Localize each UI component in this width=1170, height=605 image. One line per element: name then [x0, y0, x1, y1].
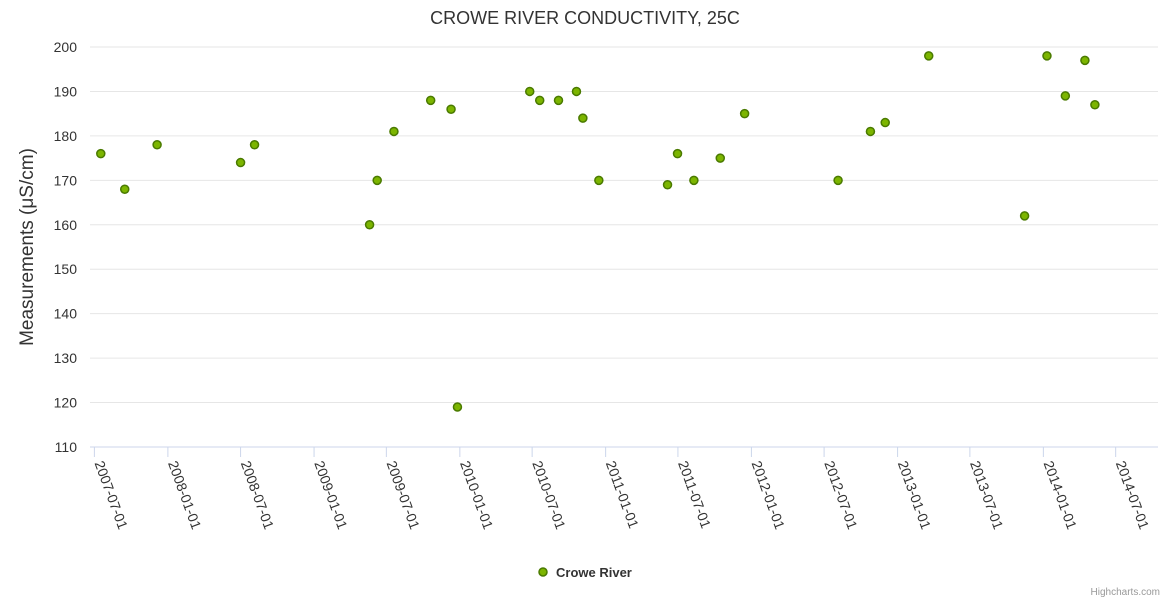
data-point-0-4: [249, 140, 260, 150]
data-point-0-28: [1060, 91, 1071, 101]
data-point-0-15: [578, 113, 588, 123]
x-tick-label-2014-07-01: 2014-07-01: [1113, 459, 1153, 532]
data-point-0-19: [689, 175, 699, 186]
x-tick-label-2011-01-01: 2011-01-01: [603, 459, 642, 531]
data-point-0-29: [1080, 55, 1090, 66]
data-points: [96, 51, 1100, 412]
data-point-0-12: [534, 95, 545, 106]
data-point-0-22: [833, 175, 843, 186]
x-tick-label-2014-01-01: 2014-01-01: [1041, 459, 1081, 532]
x-tick-label-2009-07-01: 2009-07-01: [384, 459, 424, 532]
data-point-0-11: [524, 86, 535, 97]
data-point-0-25: [923, 51, 934, 61]
x-tick-label-2009-01-01: 2009-01-01: [311, 459, 351, 532]
data-point-0-0: [96, 148, 106, 159]
x-tick-label-2008-07-01: 2008-07-01: [238, 459, 278, 532]
chart-title: CROWE RIVER CONDUCTIVITY, 25C: [430, 8, 740, 28]
data-point-0-20: [715, 153, 726, 163]
x-tick-label-2013-07-01: 2013-07-01: [967, 459, 1007, 532]
data-point-0-17: [662, 180, 673, 190]
y-tick-label-150: 150: [54, 261, 78, 277]
data-point-0-26: [1019, 211, 1030, 221]
data-point-0-5: [364, 220, 375, 230]
credits-link[interactable]: Highcharts.com: [1091, 587, 1160, 598]
data-point-0-8: [425, 95, 436, 106]
data-point-0-21: [739, 108, 750, 119]
data-point-0-13: [553, 95, 564, 106]
x-tick-label-2008-01-01: 2008-01-01: [165, 459, 205, 532]
x-axis: 2007-07-01 2008-01-01 2008-07-01 2009-01-01…: [92, 447, 1153, 532]
gridlines: [90, 46, 1158, 448]
y-tick-label-160: 160: [54, 217, 78, 233]
data-point-0-2: [152, 140, 162, 150]
x-tick-label-2012-07-01: 2012-07-01: [821, 459, 861, 532]
y-tick-label-180: 180: [54, 128, 78, 144]
legend-label-crowe-river[interactable]: Crowe River: [556, 565, 632, 580]
x-tick-label-2007-07-01: 2007-07-01: [92, 459, 132, 532]
y-axis-ticks: 110 120 130 140 150 160 170 180 190 200: [54, 39, 78, 455]
x-tick-label-2010-07-01: 2010-07-01: [529, 459, 569, 532]
data-point-0-18: [672, 148, 683, 159]
legend[interactable]: Crowe River: [538, 565, 632, 580]
x-tick-label-2010-01-01: 2010-01-01: [457, 459, 497, 532]
data-point-0-3: [235, 157, 246, 168]
data-point-0-10: [452, 402, 463, 412]
x-tick-label-2011-07-01: 2011-07-01: [675, 459, 714, 531]
y-tick-label-120: 120: [54, 395, 78, 411]
legend-marker: [538, 567, 548, 577]
x-tick-label-2013-01-01: 2013-01-01: [895, 459, 935, 532]
data-point-0-27: [1042, 51, 1052, 61]
x-tick-label-2012-01-01: 2012-01-01: [749, 459, 789, 532]
y-tick-label-110: 110: [55, 439, 78, 455]
y-axis-label: Measurements (μS/cm): [17, 148, 38, 346]
data-point-0-30: [1090, 100, 1100, 110]
data-point-0-23: [865, 126, 876, 137]
data-point-0-16: [594, 175, 604, 186]
data-point-0-6: [372, 175, 382, 186]
y-tick-label-190: 190: [54, 83, 78, 99]
y-tick-label-170: 170: [54, 172, 78, 188]
data-point-0-7: [389, 126, 399, 137]
data-point-0-14: [571, 86, 582, 97]
data-point-0-1: [119, 184, 130, 194]
y-tick-label-130: 130: [54, 350, 78, 366]
data-point-0-9: [446, 104, 456, 114]
data-point-0-24: [880, 117, 890, 128]
y-tick-label-140: 140: [54, 306, 78, 322]
y-tick-label-200: 200: [54, 39, 78, 55]
